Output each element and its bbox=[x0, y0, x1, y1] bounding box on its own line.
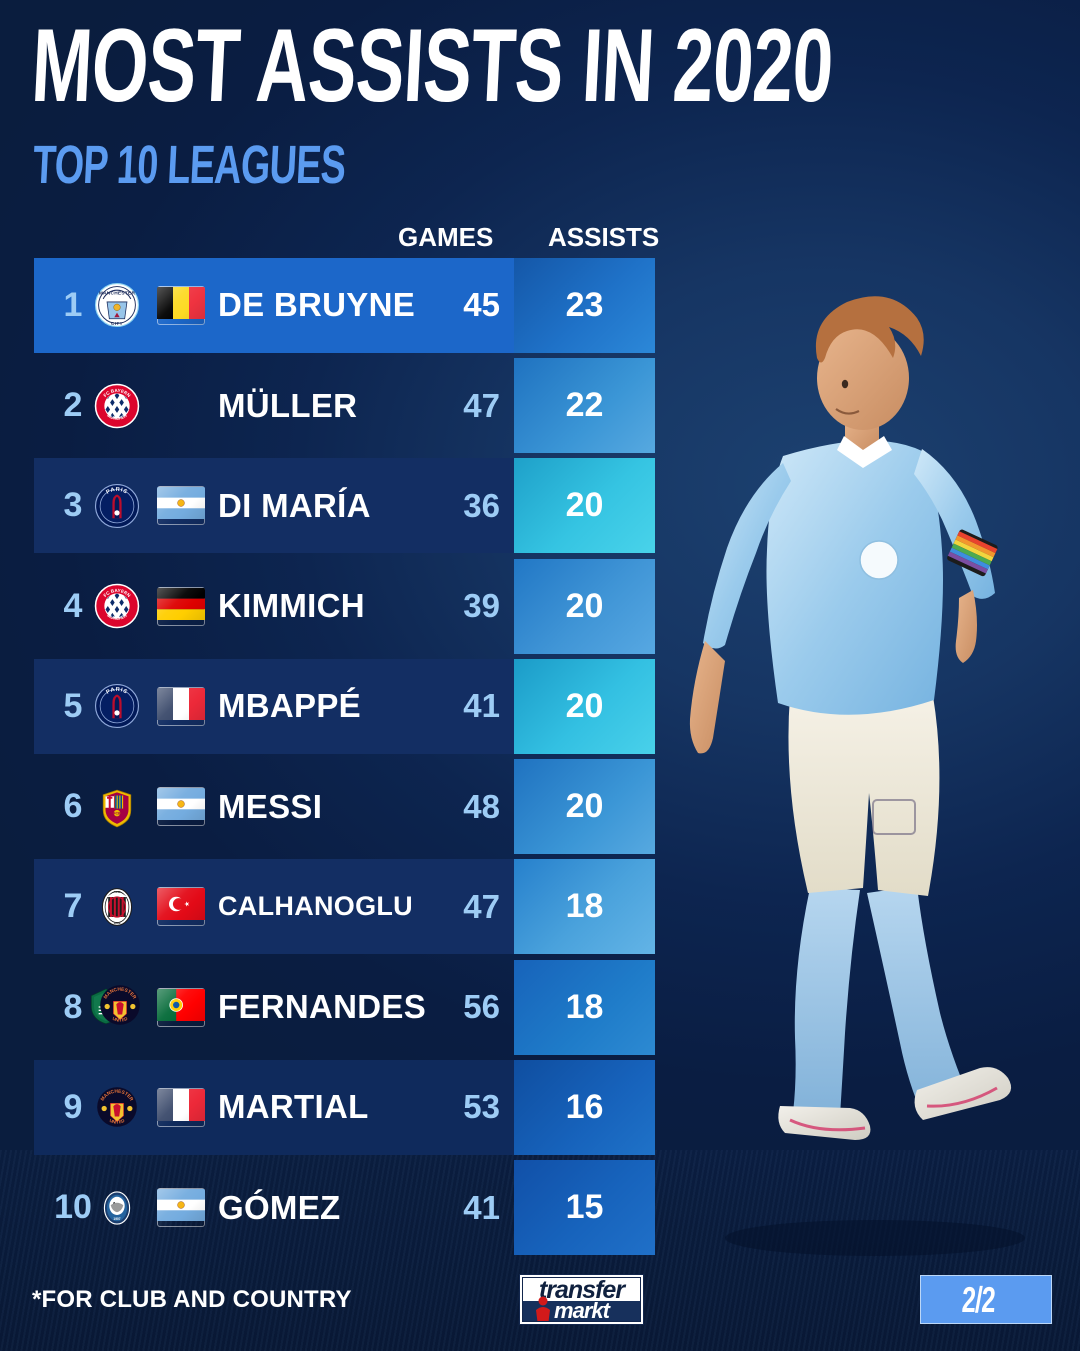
svg-text:1907: 1907 bbox=[113, 1216, 120, 1220]
svg-text:1899: 1899 bbox=[114, 921, 121, 925]
svg-text:ACM: ACM bbox=[114, 890, 121, 894]
svg-text:MANCHESTER: MANCHESTER bbox=[99, 290, 136, 296]
svg-text:FCB: FCB bbox=[114, 811, 121, 815]
svg-text:CITY: CITY bbox=[111, 321, 123, 326]
